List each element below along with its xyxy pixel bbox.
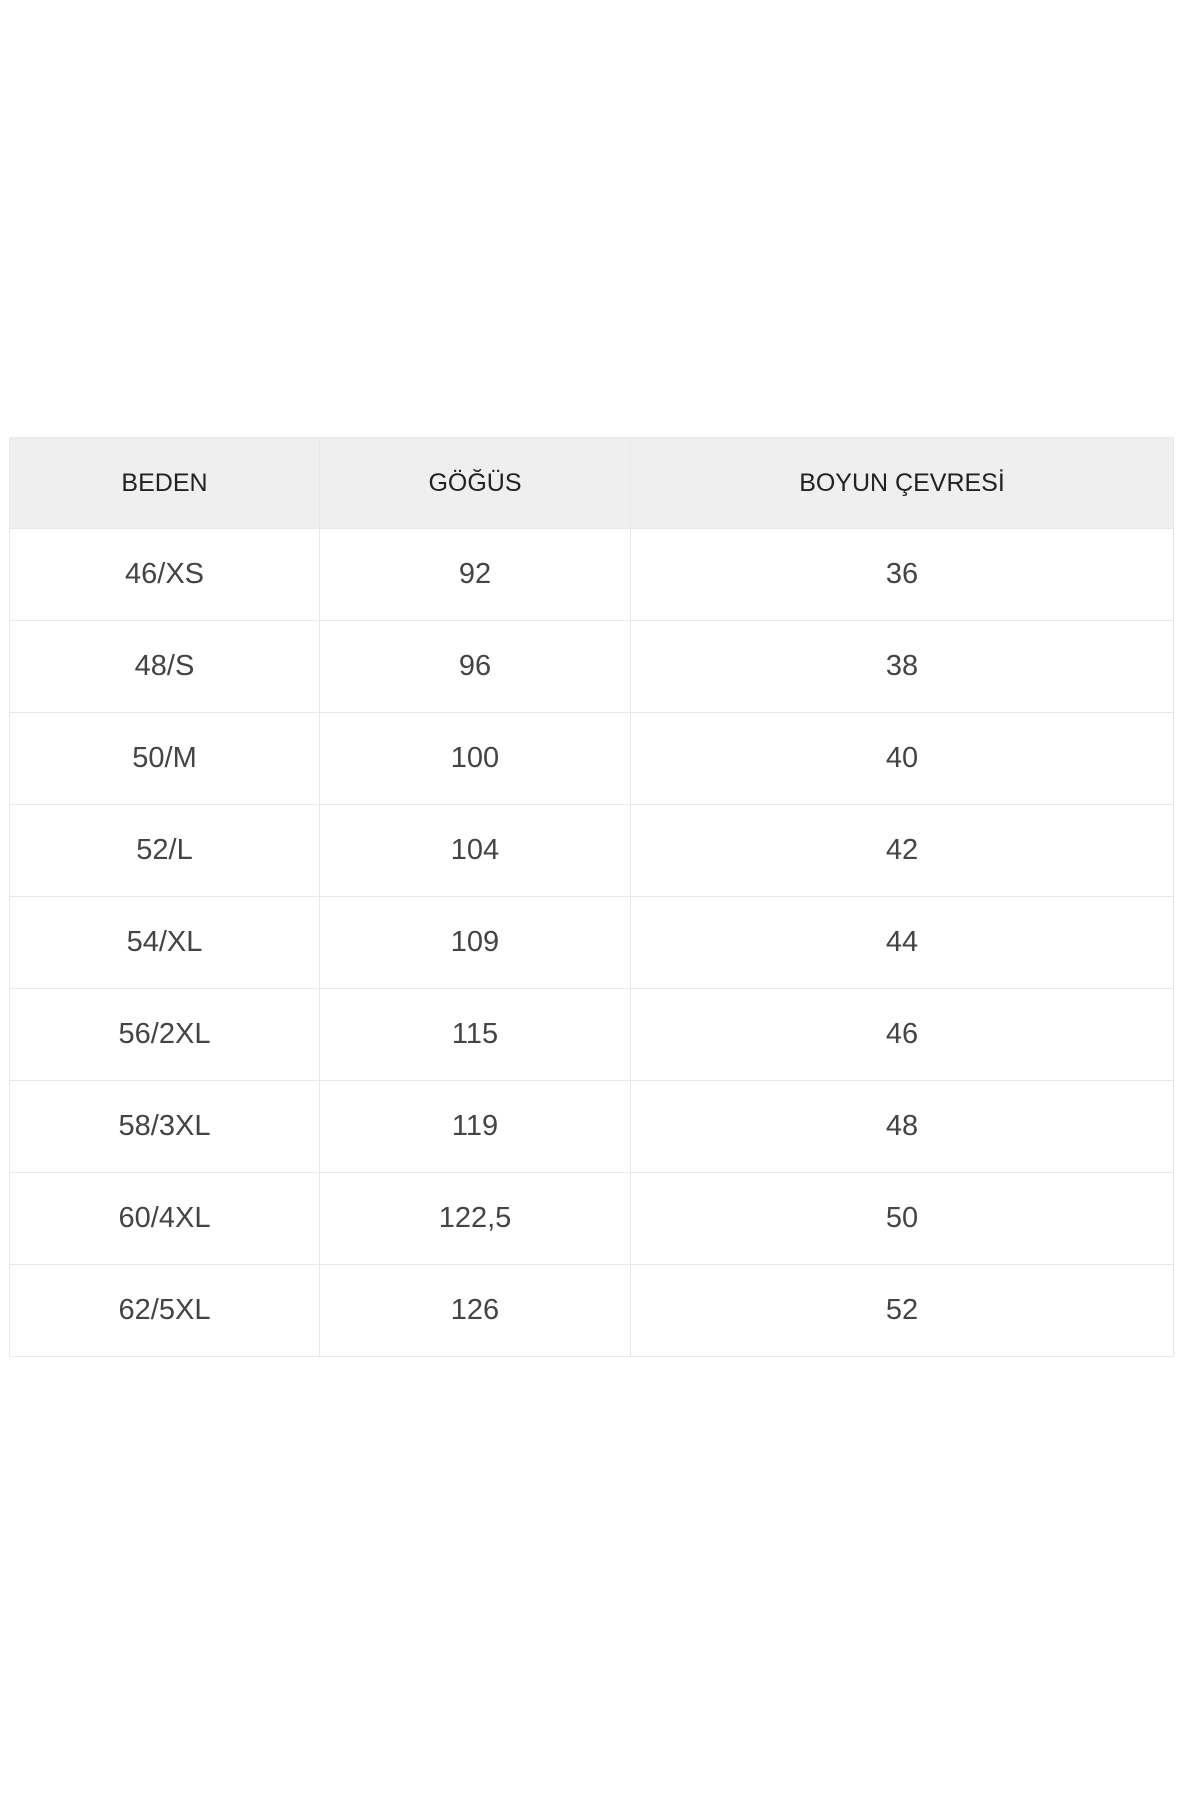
table-row: 62/5XL 126 52 [9,1264,1174,1357]
cell-boyun-cevresi: 52 [630,1264,1174,1357]
cell-boyun-cevresi: 46 [630,988,1174,1081]
table-row: 48/S 96 38 [9,620,1174,713]
cell-gogus: 92 [319,528,631,621]
header-row: BEDEN GÖĞÜS BOYUN ÇEVRESİ [9,437,1174,529]
cell-boyun-cevresi: 36 [630,528,1174,621]
table-row: 56/2XL 115 46 [9,988,1174,1081]
cell-boyun-cevresi: 40 [630,712,1174,805]
table-row: 50/M 100 40 [9,712,1174,805]
table-row: 46/XS 92 36 [9,528,1174,621]
size-chart-table: BEDEN GÖĞÜS BOYUN ÇEVRESİ 46/XS 92 36 48/S 9… [9,437,1174,1357]
cell-beden: 58/3XL [9,1080,320,1173]
table-row: 58/3XL 119 48 [9,1080,1174,1173]
cell-beden: 52/L [9,804,320,897]
header-beden: BEDEN [9,437,320,529]
table-row: 52/L 104 42 [9,804,1174,897]
header-gogus: GÖĞÜS [319,437,631,529]
cell-boyun-cevresi: 44 [630,896,1174,989]
table-row: 60/4XL 122,5 50 [9,1172,1174,1265]
cell-beden: 60/4XL [9,1172,320,1265]
cell-beden: 48/S [9,620,320,713]
table-row: 54/XL 109 44 [9,896,1174,989]
cell-beden: 46/XS [9,528,320,621]
cell-gogus: 126 [319,1264,631,1357]
cell-gogus: 115 [319,988,631,1081]
cell-gogus: 122,5 [319,1172,631,1265]
cell-gogus: 119 [319,1080,631,1173]
cell-boyun-cevresi: 42 [630,804,1174,897]
cell-boyun-cevresi: 50 [630,1172,1174,1265]
cell-gogus: 96 [319,620,631,713]
cell-beden: 54/XL [9,896,320,989]
cell-boyun-cevresi: 48 [630,1080,1174,1173]
cell-beden: 56/2XL [9,988,320,1081]
cell-gogus: 109 [319,896,631,989]
header-boyun-cevresi: BOYUN ÇEVRESİ [630,437,1174,529]
cell-gogus: 100 [319,712,631,805]
cell-beden: 62/5XL [9,1264,320,1357]
cell-boyun-cevresi: 38 [630,620,1174,713]
cell-gogus: 104 [319,804,631,897]
cell-beden: 50/M [9,712,320,805]
